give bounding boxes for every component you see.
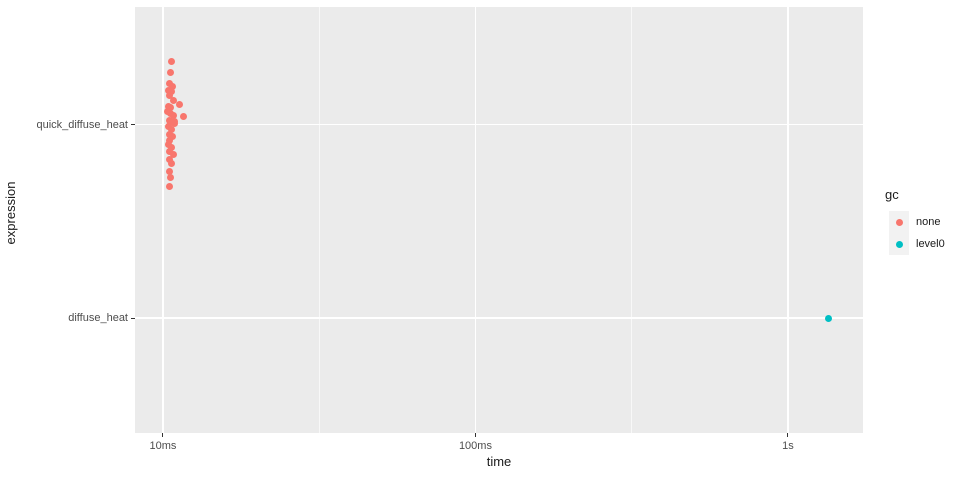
data-point-none	[167, 119, 175, 127]
x-tick-mark	[162, 433, 164, 437]
x-tick-mark	[787, 433, 789, 437]
plot-panel	[135, 7, 863, 433]
y-tick-mark	[131, 317, 135, 319]
data-point-none	[171, 120, 179, 128]
legend-entry-none: none	[889, 211, 945, 233]
data-point-none	[166, 168, 174, 176]
data-point-none	[166, 91, 174, 99]
data-point-none	[176, 101, 184, 109]
data-point-none	[169, 82, 177, 90]
x-tick-label: 100ms	[458, 440, 492, 452]
data-point-none	[168, 143, 176, 151]
x-tick-mark	[474, 433, 476, 437]
data-point-none	[169, 151, 177, 159]
minor-gridline	[631, 7, 633, 433]
major-gridline	[787, 7, 789, 433]
data-point-none	[168, 87, 176, 95]
legend-label-none: none	[916, 216, 941, 228]
major-gridline	[135, 123, 863, 126]
data-point-none	[169, 133, 177, 141]
y-tick-mark	[131, 124, 135, 126]
data-point-none	[165, 155, 173, 163]
data-point-none	[167, 58, 175, 66]
major-gridline	[162, 7, 164, 433]
x-axis-title: time	[486, 454, 512, 469]
x-tick-label: 1s	[782, 440, 794, 452]
major-gridline	[474, 7, 477, 433]
legend-title: gc	[885, 187, 899, 202]
data-point-none	[169, 111, 177, 119]
data-point-none	[169, 96, 177, 104]
data-point-none	[180, 112, 188, 120]
data-point-level0	[825, 314, 833, 322]
data-point-none	[168, 159, 176, 167]
legend-label-level0: level0	[916, 238, 945, 250]
y-tick-label: diffuse_heat	[68, 312, 128, 325]
minor-gridline	[318, 7, 320, 433]
legend-dot-level0-icon	[895, 240, 903, 248]
major-gridline	[135, 317, 863, 319]
data-point-none	[167, 173, 175, 181]
legend: gc none level0	[885, 187, 945, 255]
y-tick-label: quick_diffuse_heat	[36, 118, 128, 131]
legend-key-none	[889, 211, 909, 233]
data-point-none	[165, 183, 173, 190]
legend-dot-none-icon	[895, 218, 903, 226]
y-axis-title: expression	[3, 181, 18, 245]
legend-entry-level0: level0	[889, 233, 945, 255]
legend-key-level0	[889, 233, 909, 255]
data-point-none	[167, 103, 175, 111]
data-point-none	[167, 69, 175, 77]
x-tick-label: 10ms	[149, 440, 177, 452]
data-point-none	[166, 137, 174, 145]
data-point-none	[168, 125, 176, 133]
